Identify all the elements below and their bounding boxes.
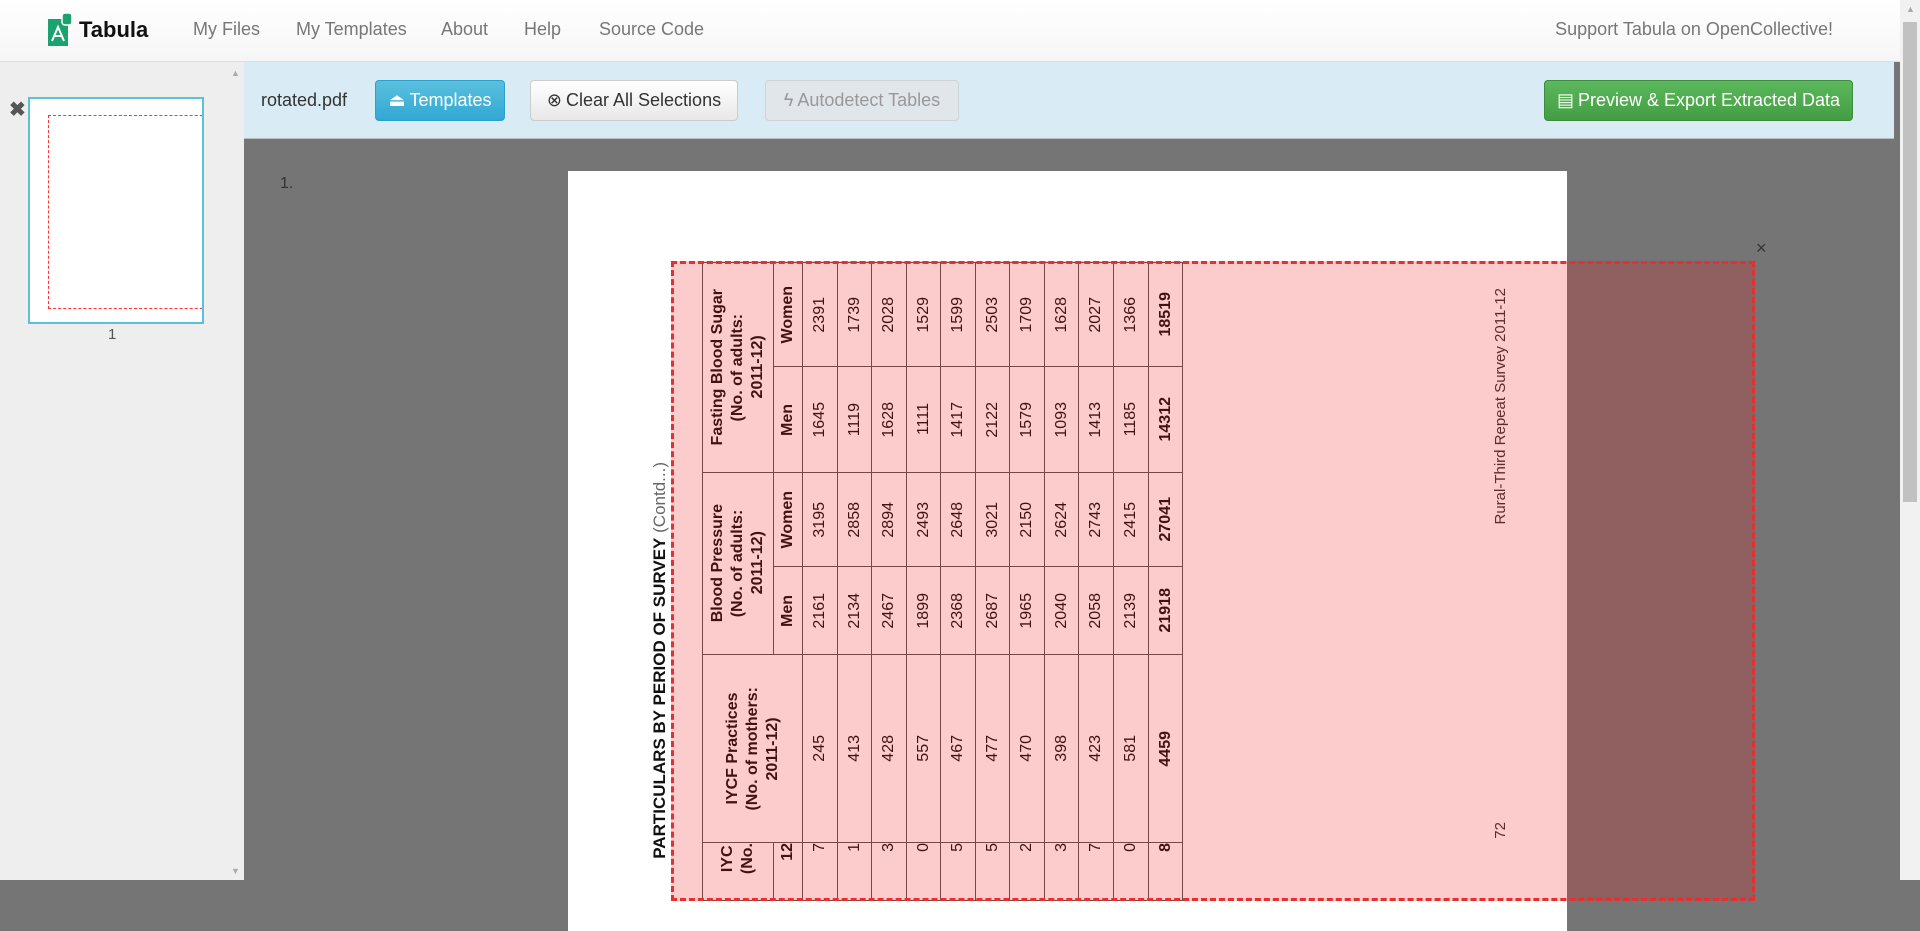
templates-button[interactable]: ⏏ Templates	[375, 80, 505, 121]
export-label: Preview & Export Extracted Data	[1577, 90, 1841, 110]
file-name: rotated.pdf	[261, 90, 348, 110]
list-icon: ▤	[1556, 90, 1574, 110]
autodetect-tables-button[interactable]: ϟ Autodetect Tables	[765, 80, 959, 121]
sidebar-scrollbar[interactable]: ▲ ▼	[227, 62, 244, 880]
tabula-logo[interactable]: Tabula	[47, 13, 148, 47]
page-label: 1.	[280, 175, 294, 192]
brand-name: Tabula	[79, 17, 149, 42]
templates-icon: ⏏	[388, 90, 406, 110]
clear-circle-x-icon: ⊗	[546, 90, 562, 110]
thumbnail-selection	[48, 115, 202, 309]
pdf-page[interactable]	[568, 171, 1567, 931]
title-suffix: (Contd...)	[650, 462, 669, 533]
remove-page-icon[interactable]: ✖	[9, 99, 26, 121]
nav-my-templates[interactable]: My Templates	[296, 19, 407, 39]
tabula-logo-icon	[48, 13, 73, 46]
thumbnail-page-number: 1	[108, 326, 117, 343]
clear-label: Clear All Selections	[566, 90, 722, 110]
nav-my-files[interactable]: My Files	[193, 19, 260, 39]
nav-about[interactable]: About	[441, 19, 489, 39]
scroll-up-icon[interactable]: ▲	[1906, 4, 1915, 14]
nav-source-code[interactable]: Source Code	[599, 19, 705, 39]
templates-label: Templates	[409, 90, 492, 110]
page-scrollbar[interactable]: ▲	[1900, 0, 1920, 880]
toolbar: rotated.pdf ⏏ Templates ⊗ Clear All Select…	[244, 62, 1894, 139]
table-selection-area[interactable]	[671, 261, 1755, 901]
title-text: PARTICULARS BY PERIOD OF SURVEY	[650, 537, 669, 859]
page-thumbnail[interactable]	[28, 97, 204, 324]
selection-close-icon[interactable]: ×	[1756, 238, 1767, 258]
autodetect-label: Autodetect Tables	[797, 90, 941, 110]
scrollbar-thumb[interactable]	[1903, 22, 1917, 502]
scroll-down-icon[interactable]: ▼	[231, 866, 240, 876]
preview-export-button[interactable]: ▤ Preview & Export Extracted Data	[1544, 80, 1853, 121]
lightning-icon: ϟ	[783, 90, 794, 110]
clear-all-selections-button[interactable]: ⊗ Clear All Selections	[530, 80, 738, 121]
scroll-up-icon[interactable]: ▲	[231, 68, 240, 78]
nav-help[interactable]: Help	[524, 19, 562, 39]
top-navbar: Tabula My Files My Templates About Help …	[0, 0, 1900, 62]
support-link[interactable]: Support Tabula on OpenCollective!	[1555, 19, 1833, 39]
